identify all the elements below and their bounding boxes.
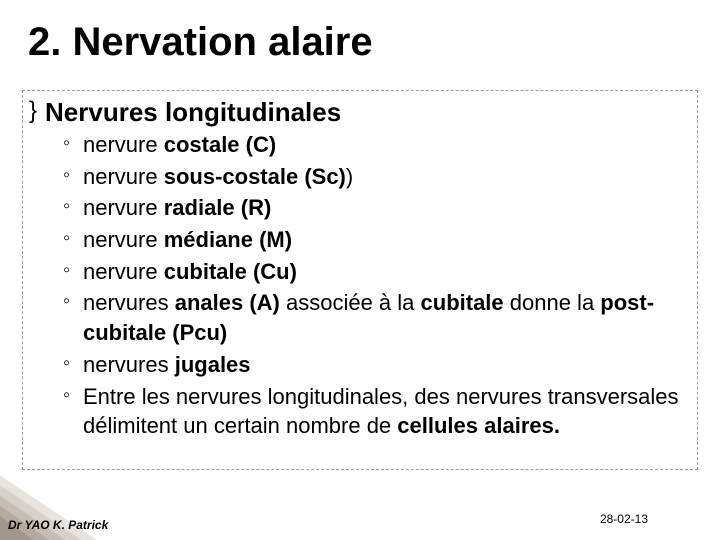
list-item: ◦ nervure cubitale (Cu) [63,257,685,287]
bullet-icon: } [29,99,37,123]
ring-bullet-icon: ◦ [63,193,70,220]
section-heading: } Nervures longitudinales [45,97,685,128]
item-text: nervure médiane (M) [83,227,292,252]
list-item: ◦ nervures jugales [63,350,685,380]
ring-bullet-icon: ◦ [63,257,70,284]
item-text: nervure sous-costale (Sc)) [83,164,353,189]
content-frame: } Nervures longitudinales ◦ nervure cost… [22,90,698,470]
list-item: ◦ nervure sous-costale (Sc)) [63,162,685,192]
section-heading-text: Nervures longitudinales [45,97,341,127]
list-item: ◦ Entre les nervures longitudinales, des… [63,382,685,441]
footer-date: 28-02-13 [600,512,648,526]
ring-bullet-icon: ◦ [63,350,70,377]
list-item: ◦ nervures anales (A) associée à la cubi… [63,288,685,347]
ring-bullet-icon: ◦ [63,162,70,189]
item-text: nervures jugales [83,352,251,377]
ring-bullet-icon: ◦ [63,130,70,157]
footer-author: Dr YAO K. Patrick [8,518,108,532]
item-text: nervure costale (C) [83,132,276,157]
item-text: nervures anales (A) associée à la cubita… [83,290,654,345]
slide: 2. Nervation alaire } Nervures longitudi… [0,0,720,540]
item-text: nervure cubitale (Cu) [83,259,297,284]
item-text: Entre les nervures longitudinales, des n… [83,384,679,439]
ring-bullet-icon: ◦ [63,225,70,252]
page-title: 2. Nervation alaire [28,20,373,65]
list-item: ◦ nervure costale (C) [63,130,685,160]
ring-bullet-icon: ◦ [63,382,70,409]
sublist: ◦ nervure costale (C) ◦ nervure sous-cos… [63,130,685,441]
list-item: ◦ nervure médiane (M) [63,225,685,255]
list-item: ◦ nervure radiale (R) [63,193,685,223]
ring-bullet-icon: ◦ [63,288,70,315]
item-text: nervure radiale (R) [83,195,271,220]
content-body: } Nervures longitudinales ◦ nervure cost… [23,91,697,449]
